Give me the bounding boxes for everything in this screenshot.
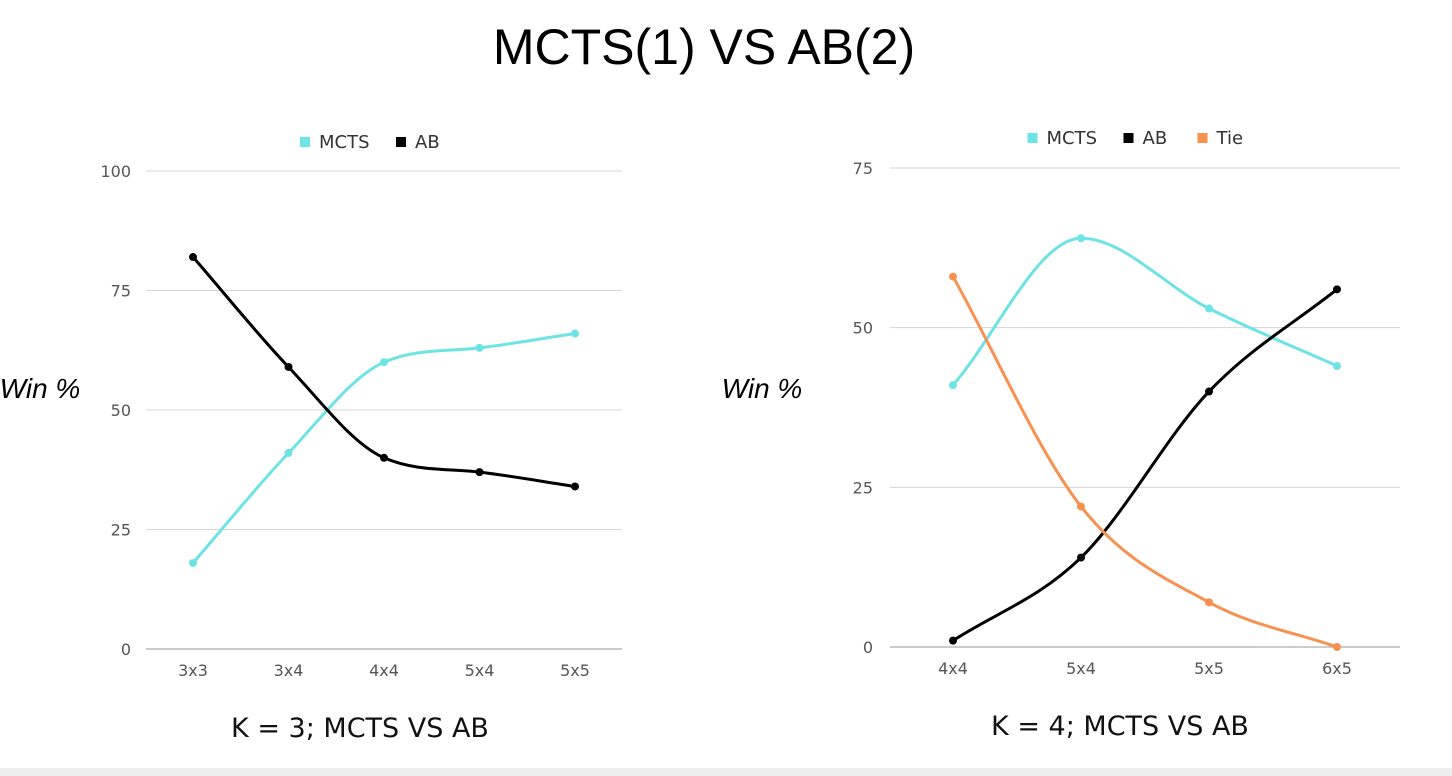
data-point-ab: [571, 482, 579, 491]
y-tick-label: 50: [111, 401, 131, 420]
data-point-tie: [949, 272, 957, 281]
x-tick-label: 5x5: [1194, 659, 1224, 678]
data-point-mcts: [189, 558, 197, 567]
chart-caption: K = 3; MCTS VS AB: [231, 713, 489, 744]
data-point-mcts: [571, 329, 579, 338]
data-point-ab: [475, 468, 484, 477]
x-tick-label: 3x4: [274, 661, 304, 680]
data-point-mcts: [475, 343, 484, 352]
legend-item-tie: Tie: [1197, 128, 1244, 149]
legend-label: MCTS: [319, 132, 370, 153]
y-axis-label: Win %: [722, 373, 803, 404]
y-axis-label: Win %: [0, 373, 80, 404]
y-tick-label: 0: [863, 638, 873, 657]
legend-label: MCTS: [1047, 128, 1098, 149]
series-line-tie: [951, 275, 1339, 649]
y-tick-label: 75: [853, 159, 873, 178]
legend-swatch: [1123, 133, 1134, 143]
x-tick-label: 4x4: [938, 659, 968, 678]
x-tick-label: 5x4: [465, 661, 495, 680]
y-tick-label: 50: [853, 319, 873, 338]
data-point-mcts: [284, 449, 293, 458]
series-line-mcts: [191, 332, 577, 565]
chart-k3: 0 25 50 75 100 3x3 3x4 4x4 5x4 5x5 Win % K = 3; MCT…: [0, 132, 622, 744]
series-line-mcts: [951, 236, 1339, 387]
legend-item-ab: AB: [396, 132, 440, 153]
data-point-ab: [1205, 387, 1213, 396]
data-point-mcts: [1333, 361, 1341, 370]
page-title: MCTS(1) VS AB(2): [492, 19, 916, 75]
y-tick-label: 100: [100, 162, 131, 181]
series-line-ab: [191, 255, 577, 488]
x-tick-label: 5x4: [1066, 659, 1096, 678]
legend-item-ab: AB: [1123, 128, 1168, 149]
x-tick-label: 3x3: [178, 661, 208, 680]
data-point-tie: [1333, 643, 1341, 651]
data-point-ab: [1333, 285, 1341, 294]
legend-item-mcts: MCTS: [1027, 128, 1098, 149]
data-point-mcts: [949, 381, 957, 390]
bottom-divider: [0, 768, 1452, 776]
legend-label: AB: [415, 132, 440, 153]
y-tick-label: 0: [121, 640, 131, 659]
data-point-ab: [1077, 553, 1085, 562]
x-tick-label: 6x5: [1322, 659, 1352, 678]
y-tick-label: 25: [111, 521, 131, 540]
data-point-ab: [284, 362, 293, 371]
x-tick-label: 4x4: [369, 661, 399, 680]
chart-caption: K = 4; MCTS VS AB: [991, 711, 1249, 742]
legend-swatch: [1197, 133, 1208, 143]
data-point-ab: [949, 636, 957, 645]
legend-label: Tie: [1216, 128, 1244, 149]
legend-swatch: [1027, 133, 1038, 143]
legend-label: AB: [1143, 128, 1168, 149]
x-tick-label: 5x5: [560, 661, 590, 680]
data-point-ab: [189, 253, 197, 262]
y-tick-label: 25: [853, 478, 873, 497]
data-point-mcts: [1205, 304, 1213, 313]
y-tick-label: 75: [111, 282, 131, 301]
legend-item-mcts: MCTS: [300, 132, 370, 153]
data-point-mcts: [1077, 234, 1085, 243]
data-point-mcts: [380, 358, 388, 367]
data-point-ab: [380, 453, 388, 462]
legend-swatch: [396, 137, 406, 147]
data-point-tie: [1205, 598, 1213, 607]
legend-swatch: [300, 137, 310, 147]
series-line-ab: [951, 287, 1339, 643]
data-point-tie: [1077, 502, 1085, 511]
